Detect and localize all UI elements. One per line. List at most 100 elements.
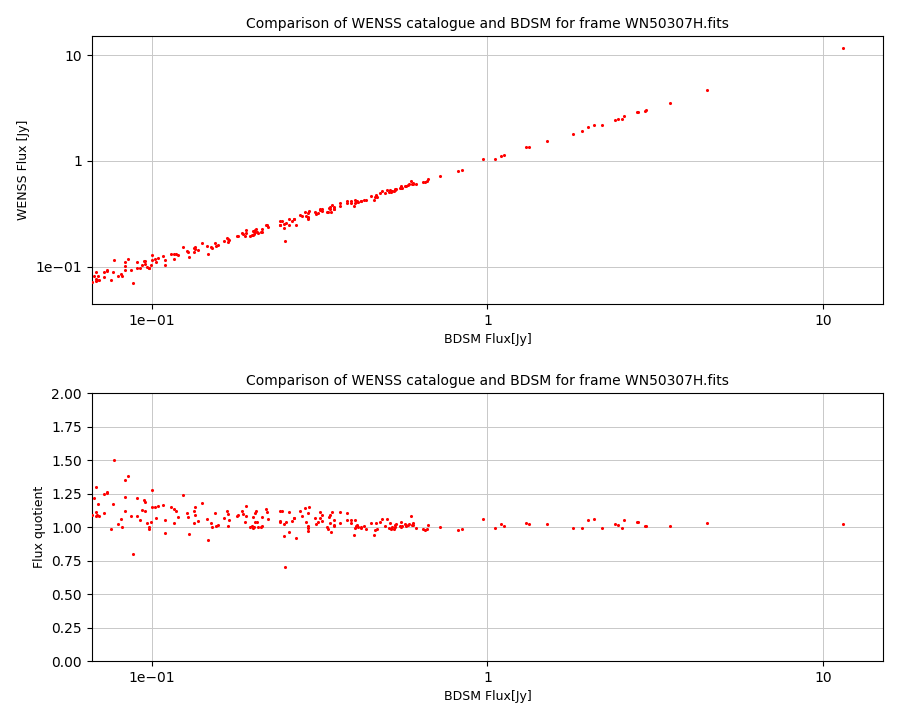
Point [114, 268, 129, 279]
Point [302, 508, 316, 519]
Point [89, 510, 104, 522]
Point [611, 113, 625, 125]
Point [389, 518, 403, 530]
Point [139, 258, 153, 269]
Point [207, 508, 221, 519]
Point [92, 510, 106, 522]
Point [144, 260, 158, 271]
Point [169, 505, 184, 517]
Point [518, 517, 533, 528]
Point [221, 514, 236, 526]
Point [451, 166, 465, 177]
Point [392, 521, 407, 532]
Point [248, 224, 263, 235]
Point [299, 516, 313, 528]
Point [258, 503, 273, 515]
Point [324, 206, 338, 217]
Point [302, 207, 316, 219]
Point [97, 266, 112, 277]
Point [340, 197, 355, 209]
Point [494, 518, 508, 530]
Point [356, 194, 371, 205]
Point [418, 524, 432, 536]
Point [138, 256, 152, 267]
Point [89, 274, 104, 285]
Point [140, 261, 154, 273]
Point [324, 526, 338, 538]
Point [374, 187, 388, 199]
Point [88, 481, 103, 492]
Point [141, 521, 156, 533]
Point [359, 523, 374, 534]
Point [382, 186, 397, 198]
Point [494, 150, 508, 161]
Point [387, 185, 401, 197]
Point [639, 104, 653, 116]
Point [345, 514, 359, 526]
Point [378, 521, 392, 532]
Point [216, 513, 230, 524]
Point [327, 514, 341, 526]
Point [287, 512, 302, 523]
Point [130, 510, 144, 521]
Point [294, 210, 309, 222]
Point [518, 142, 533, 153]
Point [145, 501, 159, 513]
Point [90, 509, 104, 521]
Point [118, 264, 132, 276]
Point [382, 523, 397, 534]
Point [369, 517, 383, 528]
Point [100, 264, 114, 276]
Point [274, 505, 289, 517]
Point [404, 520, 419, 531]
Point [96, 507, 111, 518]
Point [145, 255, 159, 266]
Point [302, 501, 317, 513]
Point [248, 516, 263, 528]
Point [366, 194, 381, 205]
Point [134, 504, 148, 516]
Point [488, 522, 502, 534]
Point [350, 195, 365, 207]
Point [140, 517, 154, 528]
Point [122, 253, 136, 265]
Point [333, 506, 347, 518]
Point [188, 510, 202, 521]
Point [260, 220, 274, 231]
Point [276, 530, 291, 541]
Point [333, 517, 347, 528]
Point [406, 517, 420, 528]
Point [220, 233, 235, 244]
Point [321, 511, 336, 523]
Point [404, 510, 419, 522]
Point [126, 548, 140, 559]
Point [384, 186, 399, 197]
Point [91, 271, 105, 282]
Point [89, 275, 104, 287]
Point [187, 246, 202, 258]
Point [327, 203, 341, 215]
Point [384, 523, 399, 534]
Point [249, 505, 264, 516]
Point [182, 528, 196, 539]
Point [176, 241, 190, 253]
Point [247, 521, 261, 532]
Point [398, 180, 412, 192]
Point [273, 517, 287, 528]
Point [433, 521, 447, 533]
Point [292, 210, 307, 221]
Point [164, 248, 178, 260]
Point [354, 522, 368, 534]
Point [340, 515, 355, 526]
Point [433, 170, 447, 181]
Point [327, 203, 341, 215]
Point [327, 519, 341, 531]
Point [699, 84, 714, 96]
Point [301, 521, 315, 532]
Point [348, 194, 363, 206]
Point [409, 522, 423, 534]
Point [200, 513, 214, 524]
Point [164, 501, 178, 513]
Point [141, 263, 156, 274]
Point [166, 518, 181, 529]
